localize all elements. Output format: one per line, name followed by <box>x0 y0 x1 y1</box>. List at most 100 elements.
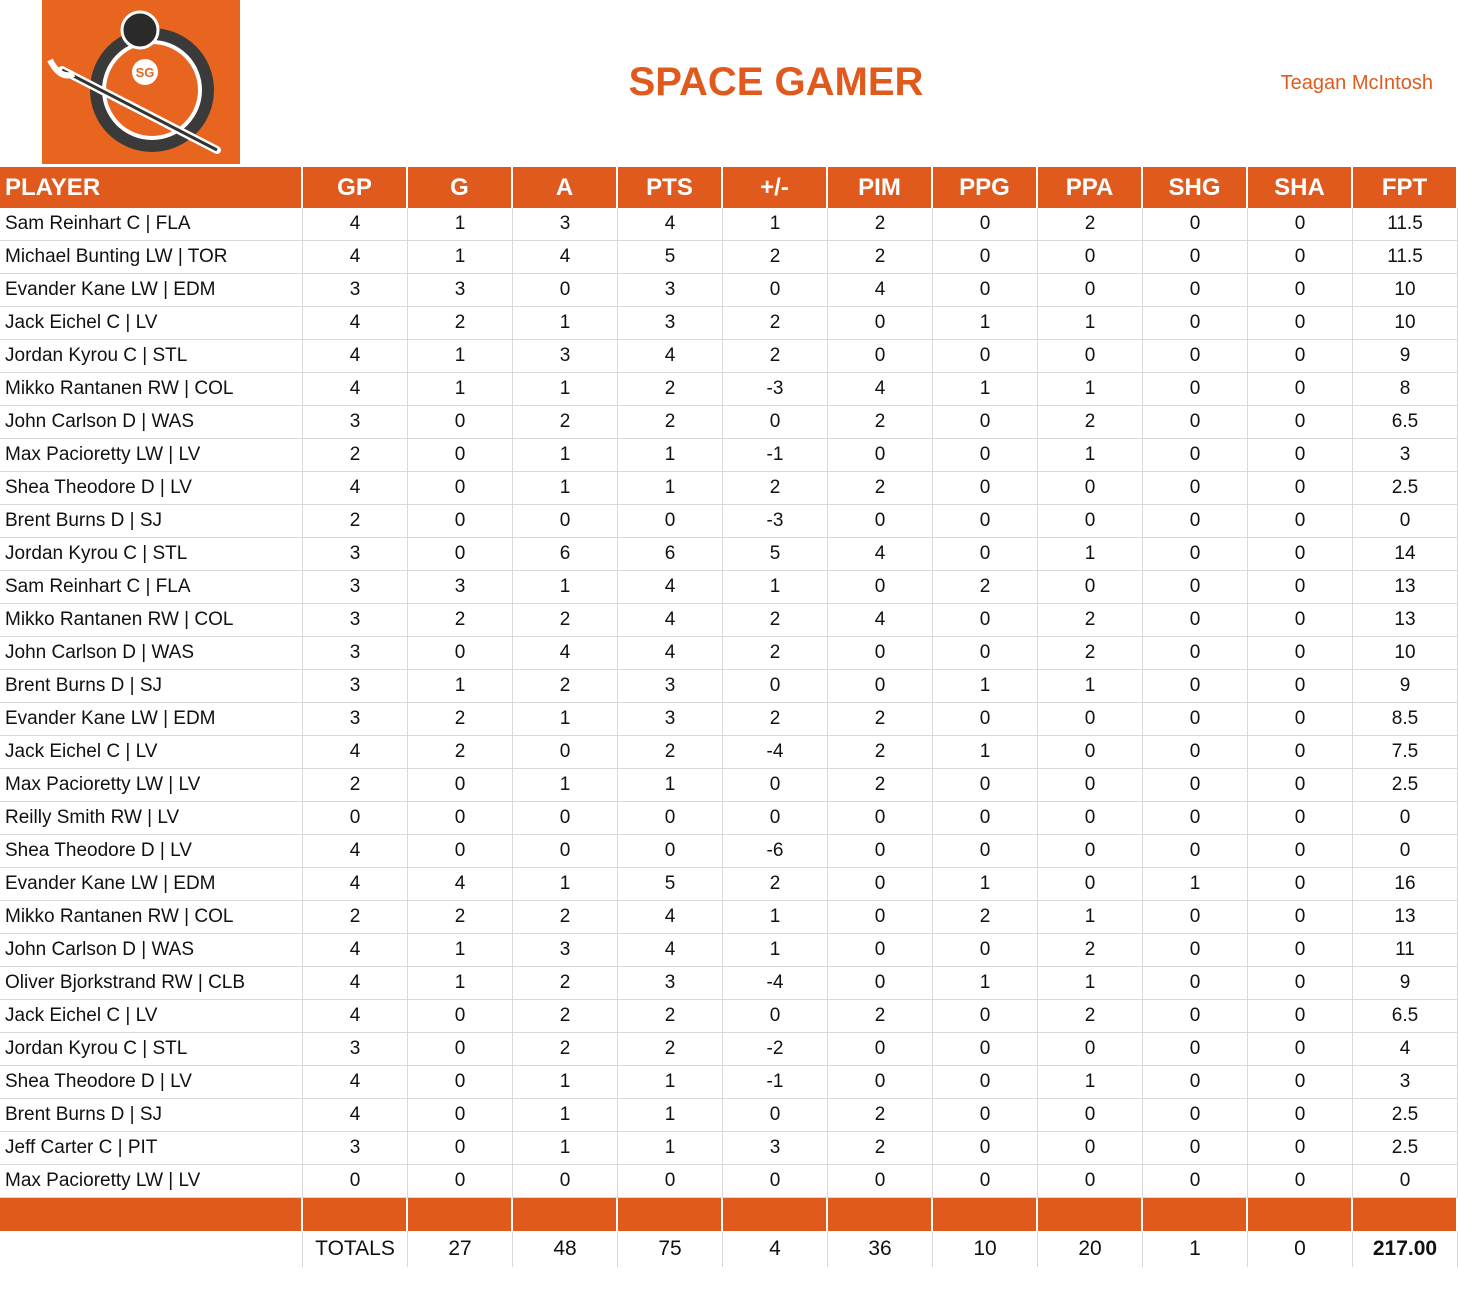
stat-cell: 2 <box>723 307 828 340</box>
stat-cell: 1 <box>618 1066 723 1099</box>
stat-cell: 0 <box>933 1066 1038 1099</box>
stat-cell: 0 <box>408 1132 513 1165</box>
stat-cell: 4 <box>303 208 408 241</box>
stat-cell: 0 <box>408 1099 513 1132</box>
stat-cell: 0 <box>933 340 1038 373</box>
stat-cell: 7.5 <box>1353 736 1458 769</box>
stat-cell: 4 <box>303 373 408 406</box>
stat-cell: 6 <box>618 538 723 571</box>
stat-cell: 0 <box>1143 406 1248 439</box>
stat-cell: 0 <box>513 505 618 538</box>
separator-band <box>408 1198 513 1231</box>
total-value: 10 <box>933 1231 1038 1267</box>
separator-band <box>303 1198 408 1231</box>
stat-cell: 11 <box>1353 934 1458 967</box>
stat-cell: 2.5 <box>1353 472 1458 505</box>
stat-cell: 4 <box>303 736 408 769</box>
total-value: 48 <box>513 1231 618 1267</box>
stat-cell: 2 <box>408 703 513 736</box>
stat-cell: 0 <box>723 769 828 802</box>
stat-cell: 1 <box>513 439 618 472</box>
stat-cell: 2 <box>723 868 828 901</box>
stat-cell: 4 <box>513 241 618 274</box>
stat-cell: 4 <box>303 967 408 1000</box>
stat-cell: 0 <box>1143 1066 1248 1099</box>
player-cell: Evander Kane LW | EDM <box>0 703 303 736</box>
stat-cell: 0 <box>408 835 513 868</box>
stat-cell: 0 <box>1248 307 1353 340</box>
stat-cell: 0 <box>828 868 933 901</box>
owner: Teagan McIntosh <box>1280 72 1433 94</box>
stat-cell: -3 <box>723 505 828 538</box>
stat-cell: 1 <box>513 1099 618 1132</box>
stat-cell: 0 <box>408 802 513 835</box>
stat-cell: 0 <box>1248 604 1353 637</box>
stat-cell: 0 <box>933 439 1038 472</box>
stat-cell: 0 <box>1143 571 1248 604</box>
stat-cell: 0 <box>408 406 513 439</box>
stat-cell: 0 <box>828 571 933 604</box>
stat-cell: 1 <box>513 571 618 604</box>
total-value: 36 <box>828 1231 933 1267</box>
stat-cell: 0 <box>618 802 723 835</box>
stat-cell: 0 <box>1248 703 1353 736</box>
stat-cell: 0 <box>723 1165 828 1198</box>
stat-cell: 8.5 <box>1353 703 1458 736</box>
stat-cell: 2 <box>408 307 513 340</box>
stat-cell: 1 <box>1038 538 1143 571</box>
total-value: 27 <box>408 1231 513 1267</box>
stat-cell: 0 <box>1248 967 1353 1000</box>
separator-band <box>1038 1198 1143 1231</box>
player-cell: Jordan Kyrou C | STL <box>0 1033 303 1066</box>
stat-cell: 0 <box>1038 1099 1143 1132</box>
stat-cell: 0 <box>1248 1066 1353 1099</box>
stat-cell: 10 <box>1353 274 1458 307</box>
stat-cell: 0 <box>1248 1165 1353 1198</box>
stat-cell: 2 <box>1038 637 1143 670</box>
stat-cell: 4 <box>618 208 723 241</box>
stat-cell: 0 <box>1248 934 1353 967</box>
stat-cell: 0 <box>1143 373 1248 406</box>
column-header: GP <box>303 167 408 208</box>
stat-cell: 0 <box>933 1033 1038 1066</box>
player-cell: Brent Burns D | SJ <box>0 505 303 538</box>
stat-cell: 0 <box>828 670 933 703</box>
column-header: PTS <box>618 167 723 208</box>
stat-cell: 0 <box>513 274 618 307</box>
stat-cell: 2.5 <box>1353 1099 1458 1132</box>
stat-cell: 0 <box>1143 1000 1248 1033</box>
stat-cell: 1 <box>408 934 513 967</box>
stat-cell: 2 <box>828 736 933 769</box>
totals-label: TOTALS <box>303 1231 408 1267</box>
stat-cell: 1 <box>618 769 723 802</box>
stat-cell: 0 <box>1038 1165 1143 1198</box>
stat-cell: 0 <box>1038 1033 1143 1066</box>
stat-cell: 0 <box>1038 835 1143 868</box>
total-value: 4 <box>723 1231 828 1267</box>
player-cell: Shea Theodore D | LV <box>0 835 303 868</box>
stat-cell: 0 <box>1038 571 1143 604</box>
stat-cell: 0 <box>828 1066 933 1099</box>
separator-band <box>513 1198 618 1231</box>
stat-cell: 0 <box>933 406 1038 439</box>
stat-cell: 1 <box>618 1132 723 1165</box>
stat-cell: 0 <box>1248 241 1353 274</box>
stat-cell: 16 <box>1353 868 1458 901</box>
stat-cell: 0 <box>1248 802 1353 835</box>
stat-cell: 0 <box>933 934 1038 967</box>
player-cell: John Carlson D | WAS <box>0 637 303 670</box>
stat-cell: 0 <box>723 274 828 307</box>
stat-cell: 3 <box>513 340 618 373</box>
player-cell: John Carlson D | WAS <box>0 406 303 439</box>
stat-cell: 2 <box>408 604 513 637</box>
stat-cell: 1 <box>1038 439 1143 472</box>
stat-cell: 1 <box>408 373 513 406</box>
stat-cell: 4 <box>618 571 723 604</box>
stat-cell: 1 <box>618 472 723 505</box>
stat-cell: 1 <box>933 307 1038 340</box>
stat-cell: 4 <box>828 604 933 637</box>
stat-cell: 0 <box>1248 439 1353 472</box>
stat-cell: 9 <box>1353 670 1458 703</box>
stat-cell: 2 <box>513 1000 618 1033</box>
stat-cell: 4 <box>408 868 513 901</box>
